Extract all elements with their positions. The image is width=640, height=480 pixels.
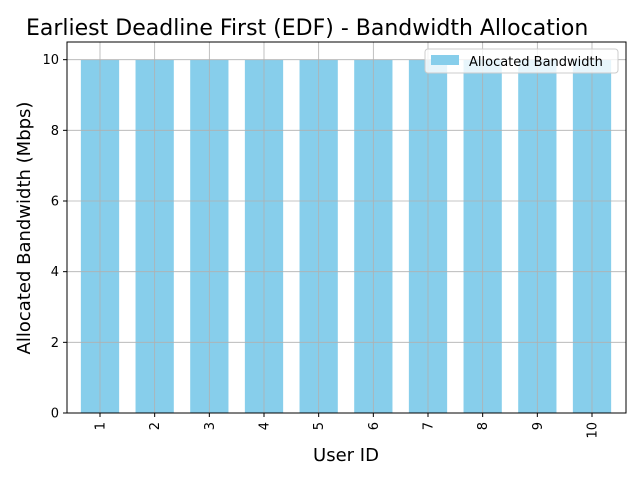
- y-tick-label-8: 8: [51, 124, 59, 139]
- x-tick-label-6: 6: [367, 422, 382, 430]
- plot-frame: [66, 41, 627, 414]
- x-tick-label-1: 1: [94, 422, 109, 430]
- y-tick-label-4: 4: [51, 265, 59, 280]
- y-axis-label: Allocated Bandwidth (Mbps): [14, 102, 35, 355]
- y-tick-label-10: 10: [42, 53, 59, 68]
- x-axis-label: User ID: [313, 445, 379, 466]
- y-tick-label-0: 0: [51, 407, 59, 422]
- y-tick-label-6: 6: [51, 195, 59, 210]
- chart-title: Earliest Deadline First (EDF) - Bandwidt…: [26, 16, 588, 41]
- x-tick-label-5: 5: [312, 422, 327, 430]
- legend-label: Allocated Bandwidth: [469, 55, 603, 70]
- x-tick-label-2: 2: [148, 422, 163, 430]
- bars: [80, 59, 612, 414]
- legend-swatch: [431, 55, 459, 65]
- x-tick-label-3: 3: [203, 422, 218, 430]
- legend: Allocated Bandwidth: [424, 48, 619, 74]
- x-tick-label-4: 4: [258, 422, 273, 430]
- legend-box: [424, 48, 619, 74]
- x-tick-label-8: 8: [476, 422, 491, 430]
- x-tick-label-9: 9: [531, 422, 546, 430]
- x-tick-label-7: 7: [422, 422, 437, 430]
- x-tick-label-10: 10: [586, 422, 601, 439]
- y-tick-label-2: 2: [51, 336, 59, 351]
